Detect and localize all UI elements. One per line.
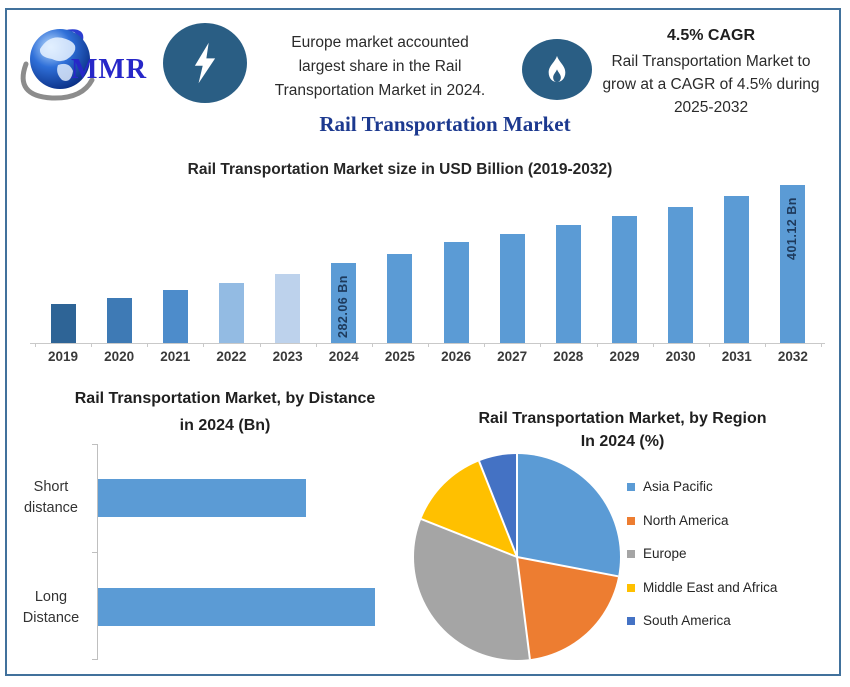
axis-tick: [821, 343, 823, 347]
x-axis-label-2027: 2027: [497, 349, 528, 364]
bar-2023: [275, 274, 301, 343]
distance-y-axis: [97, 444, 98, 660]
distance-title-line2: in 2024 (Bn): [179, 417, 271, 434]
axis-tick: [147, 343, 149, 347]
axis-tick: [92, 444, 97, 445]
bar-2030: [668, 207, 694, 343]
cagr-heading: 4.5% CAGR: [666, 27, 756, 44]
x-axis-label-2019: 2019: [47, 349, 79, 364]
bar-2020: [106, 298, 132, 343]
x-axis-label-2023: 2023: [272, 349, 303, 364]
callout-line: grow at a CAGR of 4.5% during: [602, 76, 820, 93]
legend-label-middle-east-and-africa: Middle East and Africa: [643, 579, 778, 595]
callout-line: 2025-2032: [673, 99, 749, 116]
axis-tick: [35, 343, 36, 347]
bar-2026: [443, 242, 469, 343]
axis-tick: [652, 343, 654, 347]
legend-swatch-south-america: [627, 617, 635, 625]
bar-short-distance: [98, 479, 306, 517]
bar-value-label-2024: 282.06 Bn: [336, 275, 351, 339]
x-axis-label-2025: 2025: [384, 349, 415, 364]
bar-2024: [331, 263, 357, 343]
legend-item-north-america: North America: [627, 512, 777, 528]
region-legend: Asia Pacific North America Europe Middle Ea…: [627, 480, 777, 628]
axis-tick: [764, 343, 766, 347]
legend-item-middle-east-and-africa: Middle East and Africa: [627, 579, 778, 595]
x-axis-label-2031: 2031: [721, 349, 752, 364]
legend-swatch-north-america: [627, 516, 635, 525]
bar-2029: [612, 216, 637, 343]
distance-label-long: Long Distance: [22, 589, 80, 626]
x-axis-label-2030: 2030: [665, 349, 696, 364]
bar-long-distance: [98, 588, 375, 626]
pie-slice-separator: [516, 454, 518, 557]
callout-line: Transportation Market in 2024.: [274, 82, 486, 99]
x-axis-label-2028: 2028: [553, 349, 584, 364]
x-axis-label-2021: 2021: [160, 349, 191, 364]
distance-title-line1: Rail Transportation Market, by Distance: [74, 390, 376, 407]
globe-icon: [30, 29, 90, 89]
axis-tick: [540, 343, 542, 347]
axis-tick: [596, 343, 598, 347]
x-axis-label-2029: 2029: [609, 349, 640, 364]
bar-2025: [387, 254, 413, 343]
axis-tick: [203, 343, 205, 347]
callout-line: Rail Transportation Market to: [611, 53, 811, 70]
axis-tick: [315, 343, 317, 347]
axis-tick: [371, 343, 373, 347]
orbit-swoosh-icon: [20, 61, 95, 101]
legend-item-south-america: South America: [627, 614, 777, 628]
bar-2031: [724, 196, 750, 343]
left-callout: Europe market accounted largest share in…: [250, 31, 510, 103]
region-title-line2: In 2024 (%): [580, 433, 665, 450]
x-axis-label-2024: 2024: [328, 349, 359, 364]
axis-tick: [92, 659, 97, 660]
legend-item-europe: Europe: [627, 547, 777, 561]
legend-label-europe: Europe: [643, 546, 687, 561]
x-axis-label-2020: 2020: [104, 349, 135, 364]
callout-line: largest share in the Rail: [298, 58, 462, 75]
legend-swatch-asia-pacific: [627, 483, 635, 491]
market-size-plot: 282.06 Bn 401.12 Bn: [30, 178, 825, 347]
legend-swatch-middle-east-and-africa: [627, 583, 635, 592]
x-axis-label-2032: 2032: [777, 349, 808, 364]
bar-2028: [555, 225, 581, 343]
market-size-xlabels: 2019 2020 2021 2022 2023 2024 2025 2026 2027 2028…: [30, 349, 825, 369]
region-chart-title: Rail Transportation Market, by Region In…: [430, 407, 815, 453]
mmr-logo: 2 MMR: [14, 20, 166, 110]
logo-text: MMR: [71, 54, 148, 85]
legend-item-asia-pacific: Asia Pacific: [627, 480, 777, 494]
x-axis-label-2026: 2026: [441, 349, 472, 364]
axis-tick: [428, 343, 430, 347]
market-size-chart-title: Rail Transportation Market size in USD B…: [187, 161, 613, 178]
right-callout: 4.5% CAGR Rail Transportation Market to …: [580, 27, 842, 119]
bar-value-label-2032: 401.12 Bn: [785, 197, 800, 261]
bar-2022: [218, 283, 244, 343]
bar-2027: [499, 234, 525, 343]
axis-tick: [92, 552, 97, 553]
legend-swatch-europe: [627, 550, 635, 558]
axis-tick: [259, 343, 261, 347]
lightning-icon: [163, 23, 247, 103]
flame-icon: [522, 39, 592, 100]
legend-label-south-america: South America: [643, 613, 731, 628]
legend-label-north-america: North America: [643, 512, 729, 528]
callout-line: Europe market accounted: [291, 34, 469, 51]
axis-tick: [708, 343, 710, 347]
distance-chart-title: Rail Transportation Market, by Distance …: [25, 385, 425, 439]
axis-tick: [91, 343, 93, 347]
bar-2019: [50, 304, 76, 343]
axis-tick: [484, 343, 486, 347]
bar-2032: [780, 185, 806, 343]
region-title-line1: Rail Transportation Market, by Region: [478, 410, 767, 427]
bar-2021: [162, 290, 188, 343]
page-title: Rail Transportation Market: [319, 112, 571, 136]
x-axis-label-2022: 2022: [216, 349, 247, 364]
distance-label-short: Short distance: [23, 479, 78, 516]
legend-label-asia-pacific: Asia Pacific: [643, 479, 713, 494]
